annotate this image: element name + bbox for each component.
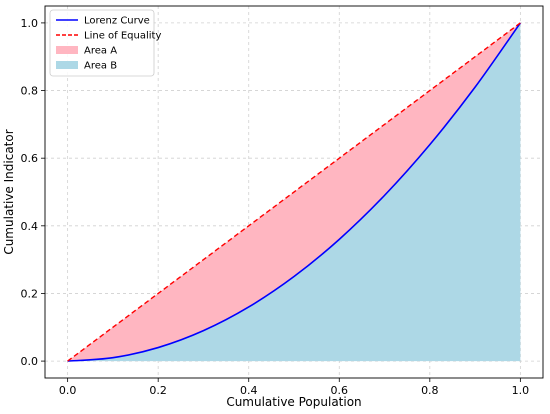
legend-swatch-area-a: [56, 46, 78, 54]
ticks: 0.0 0.2 0.4 0.6 0.8 1.0 0.0 0.2 0.4 0.6 0.8 1.0: [21, 17, 530, 397]
y-tick-label: 0.2: [21, 287, 39, 300]
y-axis-label: Cumulative Indicator: [2, 129, 16, 254]
y-tick-label: 0.4: [21, 220, 39, 233]
x-tick-label: 0.4: [240, 384, 258, 397]
plot-frame: [44, 5, 544, 379]
x-tick-label: 0.0: [59, 384, 77, 397]
x-tick-label: 0.8: [421, 384, 439, 397]
legend-label: Line of Equality: [84, 31, 161, 42]
legend-label: Area A: [84, 46, 117, 57]
area-b: [67, 22, 521, 362]
y-tick-label: 0.8: [21, 85, 39, 98]
x-tick-label: 0.6: [331, 384, 349, 397]
x-tick-label: 0.2: [149, 384, 167, 397]
legend-swatch-area-b: [56, 61, 78, 69]
lorenz-curve-line: [67, 22, 522, 362]
legend-label: Lorenz Curve: [84, 16, 150, 27]
y-tick-label: 0.6: [21, 152, 39, 165]
y-tick-label: 1.0: [21, 17, 39, 30]
legend-label: Area B: [84, 61, 117, 72]
axes: [44, 5, 544, 379]
x-axis-label: Cumulative Population: [226, 395, 361, 409]
y-tick-label: 0.0: [21, 355, 39, 368]
lines: [67, 22, 522, 362]
legend: Lorenz Curve Line of Equality Area A Area B: [49, 9, 161, 77]
legend-box: [49, 9, 155, 77]
line-of-equality: [67, 22, 521, 362]
x-tick-label: 1.0: [512, 384, 530, 397]
